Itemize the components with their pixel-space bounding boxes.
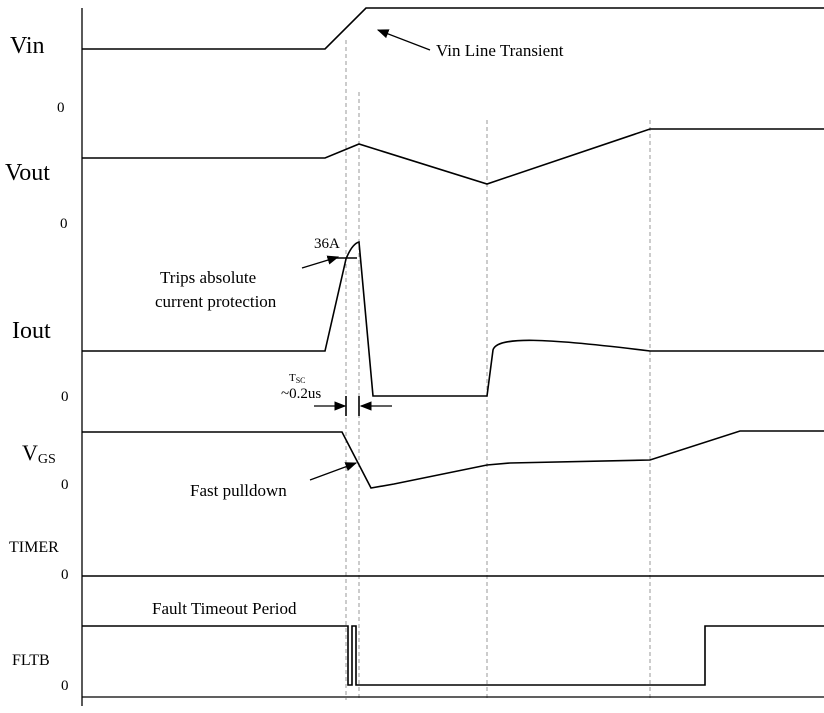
vin-transient-arrow — [376, 29, 431, 51]
tsc-value-label: ~0.2us — [281, 386, 321, 402]
vgs-zero-label: 0 — [61, 477, 69, 493]
fltb-trace — [82, 625, 824, 686]
timer-zero-label: 0 — [61, 567, 69, 583]
fltb-zero-label: 0 — [61, 678, 69, 694]
vin-trace — [82, 7, 824, 50]
vin-label: Vin — [10, 33, 45, 59]
vgs-trace — [82, 430, 824, 489]
iout-zero-label: 0 — [61, 389, 69, 405]
vout-zero-label: 0 — [60, 216, 68, 232]
iout-label: Iout — [12, 318, 51, 344]
vout-trace — [82, 128, 824, 185]
trips-protection-arrow — [301, 255, 340, 269]
fltb-label: FLTB — [12, 652, 50, 669]
peak-current-label: 36A — [314, 236, 340, 252]
trips-label-line1: Trips absolute — [160, 268, 256, 287]
fast-pulldown-label: Fast pulldown — [190, 481, 287, 500]
fault-timeout-label: Fault Timeout Period — [152, 599, 297, 618]
vgs-label: VGS — [22, 440, 56, 467]
fast-pulldown-arrow — [309, 462, 358, 481]
timer-label: TIMER — [9, 539, 59, 556]
iout-trace — [82, 240, 824, 397]
vout-label: Vout — [5, 160, 50, 186]
vin-zero-label: 0 — [57, 100, 65, 116]
tsc-label: TSC — [289, 372, 306, 385]
vin-transient-label: Vin Line Transient — [436, 41, 564, 60]
trips-label-line2: current protection — [155, 292, 277, 311]
